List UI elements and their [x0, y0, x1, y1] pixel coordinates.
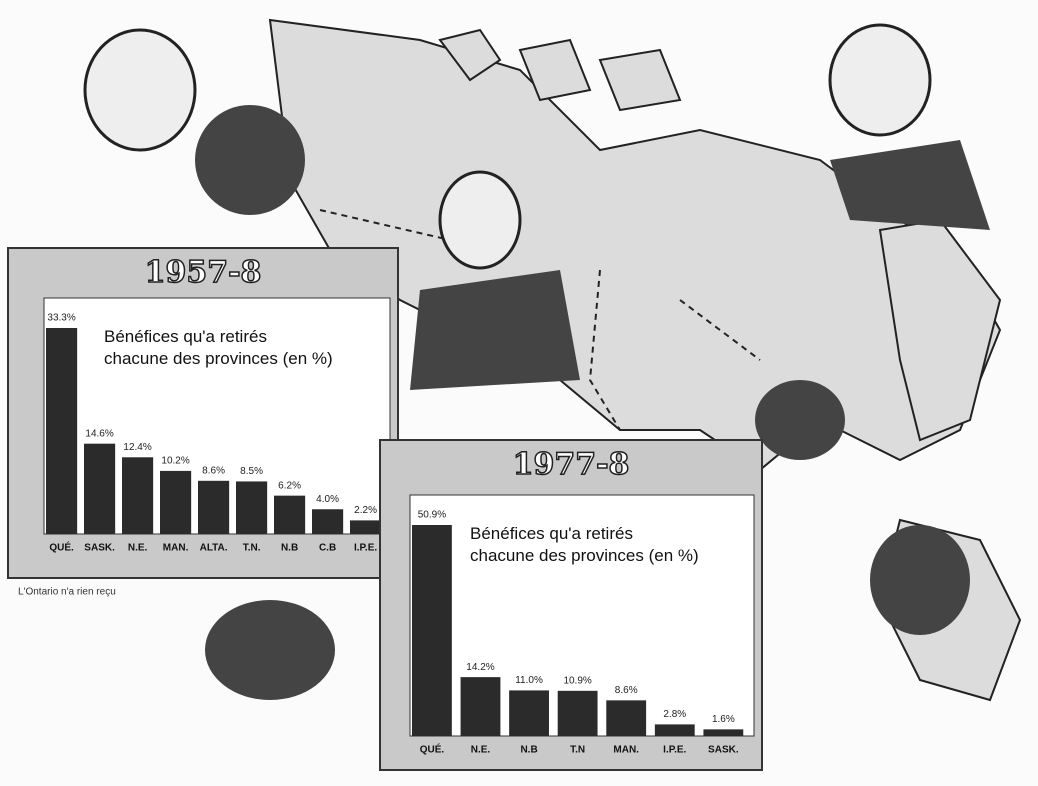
x-tick-label: T.N.: [243, 543, 261, 554]
x-tick-label: MAN.: [163, 543, 189, 554]
bar: [160, 471, 191, 534]
value-label: 12.4%: [123, 442, 151, 453]
x-tick-label: N.E.: [128, 543, 148, 554]
value-label: 14.6%: [85, 428, 113, 439]
bar: [274, 496, 305, 534]
x-tick-label: SASK.: [708, 745, 739, 756]
x-tick-label: ALTA.: [200, 543, 228, 554]
bar: [312, 509, 343, 534]
chart-title: 1957-8: [145, 255, 262, 290]
chart-title: 1977-8: [513, 447, 630, 482]
value-label: 2.8%: [663, 709, 686, 720]
x-tick-label: I.P.E.: [354, 543, 377, 554]
bar: [509, 690, 549, 736]
bar: [606, 700, 646, 736]
chart-subtitle: Bénéfices qu'a retirés chacune des provi…: [104, 326, 334, 370]
bar: [655, 724, 695, 736]
bar: [703, 729, 743, 736]
value-label: 33.3%: [47, 313, 75, 324]
x-tick-label: SASK.: [84, 543, 115, 554]
x-tick-label: N.B: [281, 543, 298, 554]
bar: [236, 481, 267, 534]
value-label: 10.2%: [161, 456, 189, 467]
bar: [558, 691, 598, 736]
x-tick-label: MAN.: [613, 745, 639, 756]
value-label: 2.2%: [354, 505, 377, 516]
bar: [198, 481, 229, 534]
bar: [122, 457, 153, 534]
infographic: 1957-8 33.3% QUÉ. 14.6% SASK. 12.4% N.E. 10.2% M…: [0, 0, 1038, 786]
x-tick-label: N.B: [520, 745, 537, 756]
x-tick-label: N.E.: [471, 745, 491, 756]
value-label: 8.6%: [202, 465, 225, 476]
bar: [461, 677, 501, 736]
x-tick-label: C.B: [319, 543, 336, 554]
charts: 1957-8 33.3% QUÉ. 14.6% SASK. 12.4% N.E. 10.2% M…: [0, 0, 1038, 786]
bar: [84, 444, 115, 534]
value-label: 50.9%: [418, 510, 446, 521]
value-label: 1.6%: [712, 714, 735, 725]
value-label: 8.6%: [615, 685, 638, 696]
x-tick-label: QUÉ.: [49, 541, 74, 554]
value-label: 14.2%: [466, 662, 494, 673]
value-label: 11.0%: [515, 675, 543, 686]
value-label: 8.5%: [240, 466, 263, 477]
x-tick-label: I.P.E.: [663, 745, 686, 756]
footnote: L'Ontario n'a rien reçu: [18, 587, 116, 598]
bar: [412, 525, 452, 736]
x-tick-label: QUÉ.: [420, 743, 445, 756]
value-label: 4.0%: [316, 494, 339, 505]
value-label: 10.9%: [563, 675, 591, 686]
bar: [46, 328, 77, 534]
value-label: 6.2%: [278, 480, 301, 491]
x-tick-label: T.N: [570, 745, 585, 756]
bar: [350, 520, 381, 534]
chart-subtitle: Bénéfices qu'a retirés chacune des provi…: [470, 523, 700, 567]
